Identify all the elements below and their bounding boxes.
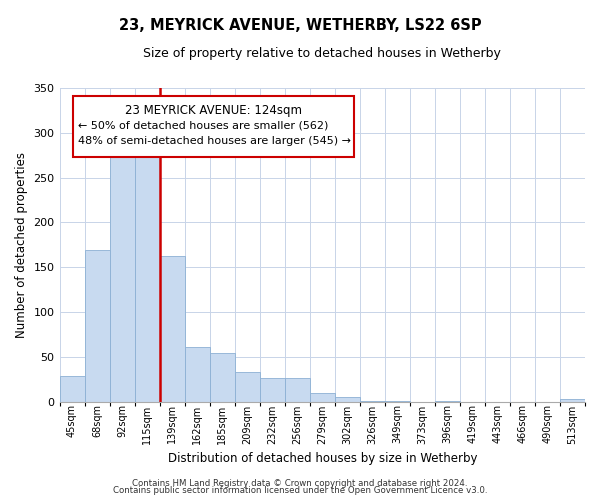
FancyBboxPatch shape <box>73 96 354 157</box>
Bar <box>335 397 360 402</box>
Bar <box>110 154 134 402</box>
Text: 48% of semi-detached houses are larger (545) →: 48% of semi-detached houses are larger (… <box>78 136 351 146</box>
Bar <box>360 400 385 402</box>
Bar <box>435 400 460 402</box>
Bar <box>235 372 260 402</box>
Bar <box>560 399 585 402</box>
Title: Size of property relative to detached houses in Wetherby: Size of property relative to detached ho… <box>143 48 501 60</box>
Bar <box>59 376 85 402</box>
Bar <box>134 141 160 402</box>
Bar <box>285 378 310 402</box>
X-axis label: Distribution of detached houses by size in Wetherby: Distribution of detached houses by size … <box>167 452 477 465</box>
Bar <box>160 256 185 402</box>
Y-axis label: Number of detached properties: Number of detached properties <box>15 152 28 338</box>
Text: Contains HM Land Registry data © Crown copyright and database right 2024.: Contains HM Land Registry data © Crown c… <box>132 478 468 488</box>
Bar <box>310 392 335 402</box>
Bar <box>385 400 410 402</box>
Bar <box>260 378 285 402</box>
Text: 23 MEYRICK AVENUE: 124sqm: 23 MEYRICK AVENUE: 124sqm <box>125 104 302 117</box>
Text: ← 50% of detached houses are smaller (562): ← 50% of detached houses are smaller (56… <box>78 120 328 130</box>
Bar <box>85 250 110 402</box>
Bar <box>209 353 235 402</box>
Bar <box>185 347 209 402</box>
Text: 23, MEYRICK AVENUE, WETHERBY, LS22 6SP: 23, MEYRICK AVENUE, WETHERBY, LS22 6SP <box>119 18 481 32</box>
Text: Contains public sector information licensed under the Open Government Licence v3: Contains public sector information licen… <box>113 486 487 495</box>
